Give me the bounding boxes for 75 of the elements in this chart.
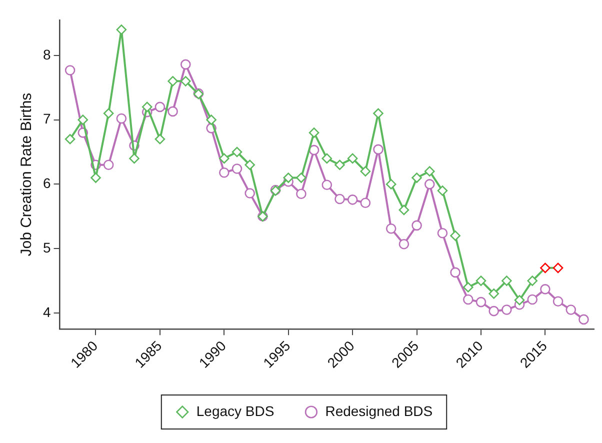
point (424, 166, 435, 176)
point (206, 114, 216, 125)
point (527, 276, 538, 286)
point (373, 144, 384, 155)
point (283, 172, 294, 183)
point (398, 204, 410, 216)
point (103, 160, 114, 170)
point (244, 160, 255, 170)
point (412, 220, 422, 231)
point (412, 172, 422, 183)
point (78, 114, 88, 125)
point (154, 102, 166, 112)
point (463, 294, 474, 305)
point (450, 267, 460, 278)
point (398, 238, 410, 250)
point (514, 294, 525, 306)
point (90, 172, 101, 183)
point (488, 288, 499, 299)
point (360, 166, 371, 176)
point (450, 230, 460, 241)
y-axis-title: Job Creation Rate Births (18, 92, 36, 256)
y-tick-label: 4 (42, 304, 51, 320)
point (180, 76, 191, 86)
point (502, 304, 512, 315)
point (360, 198, 371, 208)
point (322, 153, 332, 164)
point (463, 282, 474, 292)
point (322, 180, 332, 190)
point (296, 172, 306, 183)
point (64, 134, 76, 144)
point (386, 223, 396, 234)
point (347, 153, 358, 164)
y-tick-label: 6 (42, 175, 51, 192)
point (219, 167, 230, 178)
point (142, 102, 152, 112)
point (64, 65, 76, 76)
point (373, 108, 384, 119)
point (386, 179, 396, 190)
point (308, 144, 320, 156)
point (219, 153, 230, 164)
point (296, 188, 306, 200)
y-tick-label: 5 (42, 239, 51, 256)
point (552, 296, 564, 307)
point (437, 186, 448, 196)
y-tick-label: 7 (42, 110, 51, 127)
point (168, 76, 178, 86)
point (424, 179, 435, 190)
point (129, 153, 140, 164)
point (180, 59, 191, 70)
point (154, 134, 166, 144)
point (552, 262, 564, 274)
point (232, 164, 242, 174)
point (334, 160, 345, 170)
point (476, 296, 486, 308)
legend-label: Legacy BDS (196, 402, 274, 419)
y-tick-label: 8 (42, 46, 51, 62)
legend-label: Redesigned BDS (325, 402, 433, 419)
point (527, 294, 538, 305)
point (566, 304, 576, 315)
point (116, 24, 127, 35)
point (334, 194, 345, 204)
point (502, 276, 512, 286)
point (308, 128, 320, 138)
point (437, 228, 448, 238)
point (347, 194, 358, 205)
point (103, 108, 114, 119)
point (476, 276, 486, 286)
point (232, 146, 242, 158)
point (540, 262, 550, 274)
point (488, 306, 499, 316)
point (168, 106, 178, 117)
point (116, 113, 127, 124)
point (244, 188, 255, 198)
point (578, 314, 589, 325)
point (540, 284, 550, 294)
